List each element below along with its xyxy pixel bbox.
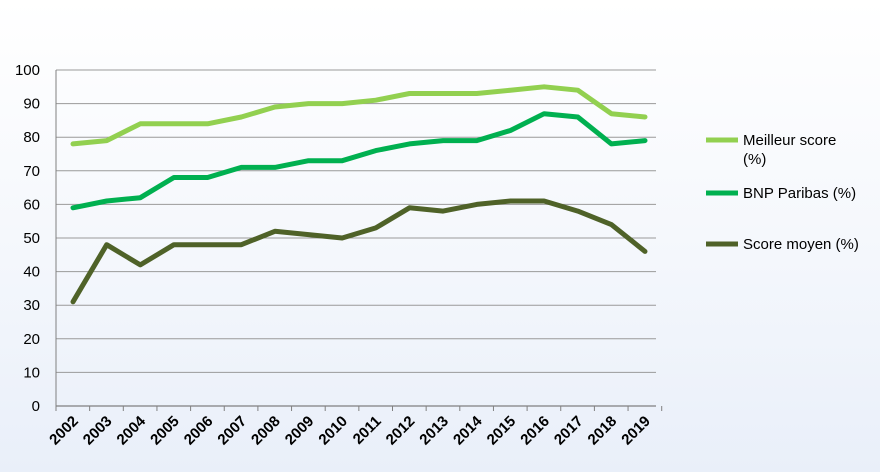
x-tick-label: 2010 xyxy=(315,413,351,449)
x-tick-label: 2015 xyxy=(484,413,520,449)
x-tick-label: 2006 xyxy=(181,413,217,449)
legend-label-0: (%) xyxy=(743,151,766,168)
x-tick-label: 2012 xyxy=(383,413,419,449)
x-tick-label: 2009 xyxy=(282,413,318,449)
x-tick-label: 2007 xyxy=(214,413,250,449)
series-line-1 xyxy=(70,111,648,211)
x-axis-ticks: 2002200320042005200620072008200920102011… xyxy=(46,412,654,448)
y-tick-label: 90 xyxy=(23,96,40,113)
series-line-0 xyxy=(70,84,648,147)
y-tick-label: 40 xyxy=(23,264,40,281)
series-lines xyxy=(70,84,648,305)
y-tick-label: 50 xyxy=(23,230,40,247)
y-tick-label: 0 xyxy=(32,398,40,415)
x-tick-label: 2005 xyxy=(147,413,183,449)
x-tick-label: 2018 xyxy=(585,413,621,449)
x-tick-label: 2002 xyxy=(46,413,82,449)
series-line-2 xyxy=(70,198,648,305)
x-tick-label: 2011 xyxy=(350,413,385,448)
x-tick-label: 2016 xyxy=(517,413,553,449)
legend-label-0: Meilleur score xyxy=(743,132,836,149)
legend-label-2: Score moyen (%) xyxy=(743,236,859,253)
y-axis-ticks: 0 10 20 30 40 50 60 70 80 90 100 xyxy=(15,62,40,415)
y-tick-label: 80 xyxy=(23,129,40,146)
x-tick-label: 2013 xyxy=(416,413,452,449)
y-tick-label: 30 xyxy=(23,297,40,314)
y-tick-label: 20 xyxy=(23,331,40,348)
axes xyxy=(55,70,663,411)
y-tick-label: 100 xyxy=(15,62,40,79)
x-tick-label: 2003 xyxy=(80,413,116,449)
x-tick-label: 2004 xyxy=(114,412,150,448)
y-tick-label: 70 xyxy=(23,163,40,180)
x-tick-label: 2014 xyxy=(450,412,486,448)
legend-label-1: BNP Paribas (%) xyxy=(743,185,856,202)
legend: Meilleur score (%) BNP Paribas (%) Score mo… xyxy=(706,132,859,253)
x-tick-label: 2019 xyxy=(618,413,654,449)
x-tick-label: 2008 xyxy=(248,413,284,449)
y-tick-label: 10 xyxy=(23,364,40,381)
y-tick-label: 60 xyxy=(23,196,40,213)
x-tick-label: 2017 xyxy=(551,413,587,449)
